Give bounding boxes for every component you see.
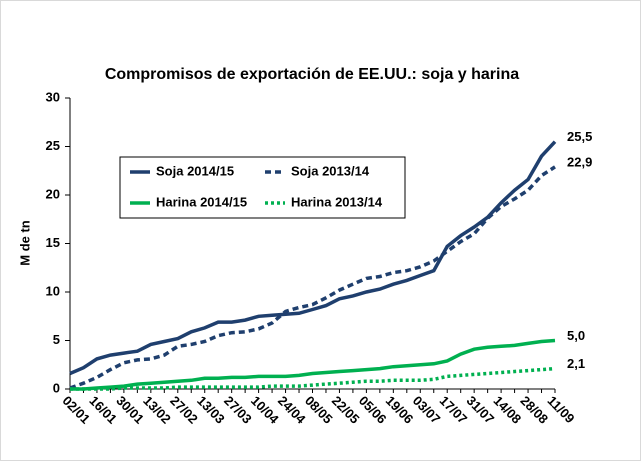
y-tick-label: 10: [46, 283, 60, 298]
data-label: 22,9: [567, 154, 592, 169]
series-line: [69, 165, 556, 390]
legend-label: Harina 2014/15: [156, 194, 247, 209]
y-tick-label: 15: [46, 235, 60, 250]
data-label: 2,1: [567, 356, 585, 371]
chart-title: Compromisos de exportación de EE.UU.: so…: [105, 66, 519, 83]
y-tick-label: 30: [46, 89, 60, 104]
series-line: [70, 338, 556, 391]
y-tick-label: 25: [46, 138, 60, 153]
y-tick-label: 20: [46, 186, 60, 201]
y-tick-label: 5: [53, 332, 60, 347]
legend: [119, 156, 406, 219]
y-axis-label: M de tn: [17, 220, 32, 266]
legend-label: Harina 2013/14: [291, 194, 383, 209]
data-label: 5,0: [567, 328, 585, 343]
data-label: 25,5: [567, 129, 592, 144]
series-line: [69, 140, 557, 376]
legend-label: Soja 2014/15: [156, 163, 234, 178]
series-line: [70, 366, 556, 391]
y-tick-label: 0: [53, 380, 60, 395]
legend-label: Soja 2013/14: [291, 163, 370, 178]
